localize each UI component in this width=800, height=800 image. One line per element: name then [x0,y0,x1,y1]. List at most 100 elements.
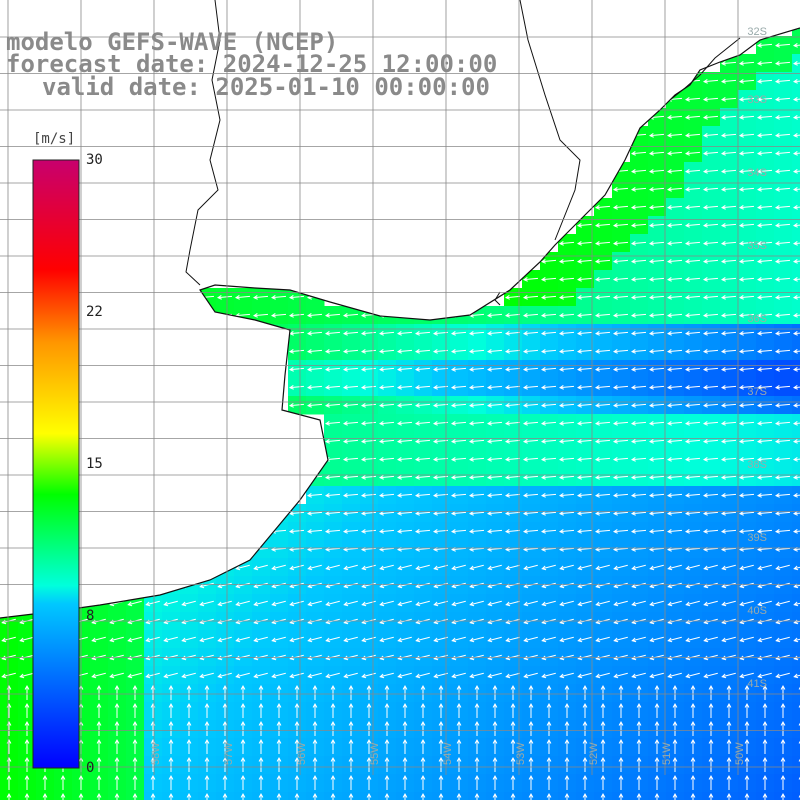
wind-arrow [762,774,768,790]
wind-arrow [415,672,430,679]
wind-arrow [450,511,467,516]
wind-arrow [774,385,791,390]
wind-arrow [648,241,665,246]
wind-arrow [666,439,683,444]
wind-arrow [181,600,196,607]
wind-arrow [288,349,305,354]
wind-arrow [775,654,790,661]
wind-arrow [594,475,611,480]
wind-arrow [594,385,611,390]
wind-arrow [396,349,413,354]
wind-arrow [648,277,665,282]
wind-arrow [541,564,556,571]
wind-arrow [577,600,592,607]
wind-arrow [756,421,773,426]
wind-arrow [276,774,282,790]
wind-arrow [649,672,664,679]
wind-arrow [702,79,719,84]
wind-arrow [522,493,539,498]
wind-arrow [451,654,466,661]
wind-arrow [648,223,665,228]
wind-arrow [756,43,773,48]
wind-arrow [312,792,318,800]
wind-arrow [792,367,800,372]
wind-arrow [738,457,755,462]
wind-arrow [288,511,305,516]
wind-arrow [307,636,322,643]
wind-arrow [168,756,174,772]
wind-arrow [577,582,592,589]
wind-arrow [594,331,611,336]
wind-arrow [564,792,570,800]
wind-arrow [654,756,660,772]
wind-arrow [360,475,377,480]
wind-arrow [612,367,629,372]
wind-arrow [510,756,516,772]
wind-arrow [523,654,538,661]
wind-arrow [756,277,773,282]
wind-arrow [294,720,300,736]
wind-arrow [492,702,498,718]
wind-arrow [1,672,16,679]
wind-arrow [199,654,214,661]
wind-arrow [792,511,800,516]
wind-arrow [577,636,592,643]
wind-arrow [666,169,683,174]
wind-arrow [636,792,642,800]
wind-arrow [559,672,574,679]
wind-arrow [468,475,485,480]
wind-cell [792,774,800,793]
wind-arrow [504,457,521,462]
wind-arrow [540,421,557,426]
wind-arrow [433,600,448,607]
wind-arrow [792,475,800,480]
wind-arrow [379,636,394,643]
wind-arrow [456,684,462,700]
wind-arrow [396,367,413,372]
wind-arrow [762,684,768,700]
wind-arrow [235,564,250,571]
wind-arrow [775,582,790,589]
wind-arrow [612,439,629,444]
wind-arrow [528,720,534,736]
wind-arrow [576,457,593,462]
wind-arrow [474,720,480,736]
wind-arrow [690,738,696,754]
wind-arrow [96,792,102,800]
wind-arrow [595,564,610,571]
wind-arrow [204,702,210,718]
wind-arrow [540,439,557,444]
wind-arrow [186,684,192,700]
wind-arrow [738,169,755,174]
wind-arrow [402,684,408,700]
wind-arrow [204,756,210,772]
wind-arrow [199,636,214,643]
wind-arrow [738,403,755,408]
wind-arrow [703,672,718,679]
wind-arrow [456,702,462,718]
wind-arrow [366,756,372,772]
wind-arrow [558,475,575,480]
wind-arrow [312,702,318,718]
wind-arrow [648,349,665,354]
wind-arrow [402,720,408,736]
wind-arrow [666,313,683,318]
wind-arrow [240,774,246,790]
wind-arrow [474,702,480,718]
wind-arrow [474,738,480,754]
wind-arrow [396,475,413,480]
wind-arrow [612,331,629,336]
wind-arrow [775,600,790,607]
wind-arrow [342,349,359,354]
wind-arrow [438,738,444,754]
wind-arrow [690,702,696,718]
wind-arrow [720,277,737,282]
wind-arrow [343,564,358,571]
wind-arrow [348,774,354,790]
wind-arrow [577,564,592,571]
wind-arrow [384,792,390,800]
wind-arrow [703,582,718,589]
wind-arrow [708,756,714,772]
wind-arrow [792,187,800,192]
wind-arrow [360,331,377,336]
